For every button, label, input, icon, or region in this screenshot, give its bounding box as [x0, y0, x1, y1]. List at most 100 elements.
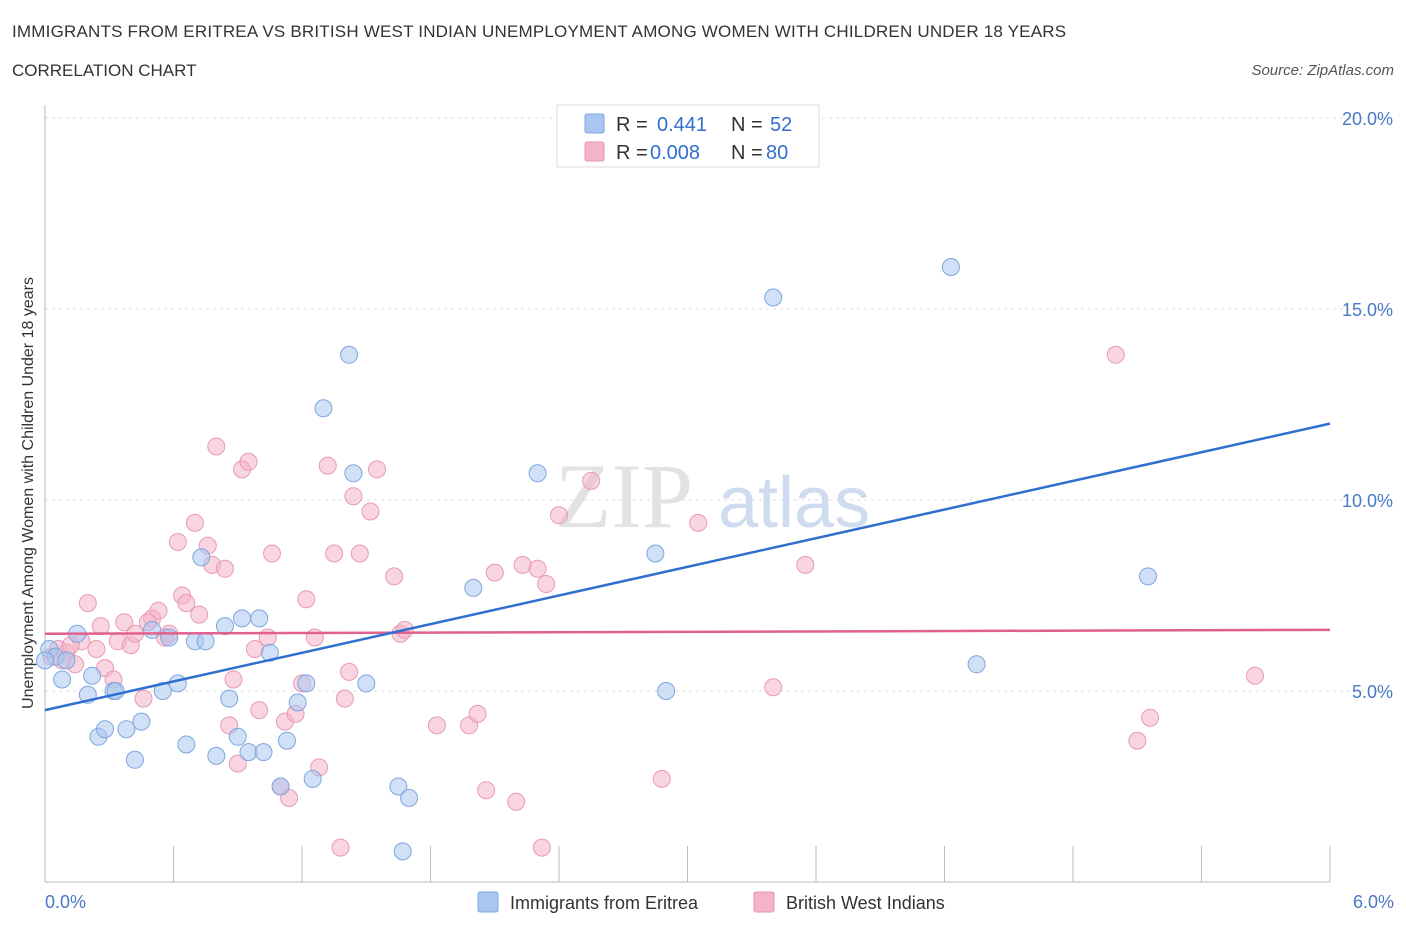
british-west-indians-point — [185, 513, 204, 532]
british-west-indians-point — [258, 628, 277, 647]
eritrea-point — [96, 720, 114, 739]
british-west-indians-point — [1106, 345, 1125, 364]
eritrea-point — [83, 666, 102, 685]
british-west-indians-point — [297, 590, 316, 609]
gridlines — [45, 117, 1394, 692]
eritrea-point — [228, 727, 247, 746]
y-tick-label: 15.0% — [1342, 300, 1393, 320]
british-west-indians-point — [78, 594, 97, 613]
british-west-indians-point — [582, 471, 601, 490]
british-west-indians-point — [1246, 666, 1264, 685]
british-west-indians-point — [134, 689, 153, 708]
eritrea-point — [657, 682, 676, 700]
british-west-indians-point — [652, 769, 671, 788]
british-west-indians-point — [239, 452, 258, 471]
eritrea-point — [36, 651, 54, 670]
eritrea-point — [764, 288, 783, 307]
watermark-zip: ZIP — [555, 445, 693, 547]
chart-subtitle: CORRELATION CHART — [12, 61, 197, 80]
eritrea-point — [132, 712, 151, 731]
british-west-indians-point — [305, 628, 324, 647]
british-west-indians-point — [318, 456, 337, 475]
eritrea-point — [207, 746, 226, 765]
x-tick-label-min: 0.0% — [45, 892, 86, 912]
eritrea-point — [177, 735, 196, 754]
british-west-indians-point — [224, 670, 243, 689]
eritrea-point — [303, 769, 322, 788]
eritrea-trendline — [44, 422, 1331, 712]
british-west-indians-point — [1141, 708, 1160, 727]
british-west-indians-point — [344, 487, 363, 506]
eritrea-point — [160, 628, 179, 647]
british-west-indians-point — [537, 575, 556, 593]
eritrea-point — [196, 632, 215, 651]
british-west-indians-point — [325, 544, 344, 563]
eritrea-point — [125, 750, 144, 769]
british-west-indians-point — [796, 555, 815, 574]
british-west-indians-point — [190, 605, 209, 624]
british-west-indians-point — [385, 567, 404, 586]
british-west-indians-point — [228, 754, 247, 773]
bottom-legend: Immigrants from Eritrea British West Ind… — [477, 891, 945, 913]
british-west-indians-point — [361, 502, 380, 521]
eritrea-point — [1139, 567, 1157, 586]
eritrea-point — [278, 731, 296, 750]
eritrea-point — [464, 578, 483, 597]
british-west-indians-point — [250, 701, 269, 720]
british-west-indians-point — [91, 617, 110, 636]
eritrea-point — [220, 689, 239, 708]
eritrea-point — [646, 544, 665, 563]
eritrea-point — [143, 620, 162, 639]
y-tick-labels: 5.0% 10.0% 15.0% 20.0% — [1342, 109, 1393, 702]
british-west-indians-point — [485, 563, 504, 582]
legend-swatch-eritrea — [584, 113, 605, 134]
y-tick-label: 10.0% — [1342, 491, 1393, 511]
eritrea-points — [36, 258, 1157, 861]
british-west-indians-point — [331, 838, 350, 857]
legend-r-label-1: R = — [616, 114, 648, 136]
legend-n-label-2: N = — [731, 142, 763, 164]
eritrea-point — [344, 464, 363, 483]
watermark: ZIP atlas — [555, 445, 870, 547]
british-west-indians-point — [335, 689, 354, 708]
y-tick-label: 20.0% — [1342, 109, 1393, 129]
legend-n-label-1: N = — [731, 114, 763, 136]
eritrea-point — [400, 789, 419, 807]
eritrea-point — [239, 743, 258, 762]
y-axis-label: Unemployment Among Women with Children U… — [20, 277, 37, 709]
british-west-indians-point — [350, 544, 369, 563]
bottom-legend-label-eritrea: Immigrants from Eritrea — [510, 893, 699, 913]
eritrea-point — [297, 674, 316, 693]
british-west-indians-point — [263, 544, 281, 563]
legend-n-value-2: 80 — [766, 142, 788, 164]
eritrea-point — [106, 682, 125, 700]
british-west-indians-point — [764, 678, 783, 697]
british-west-indians-point — [427, 716, 446, 735]
british-west-indians-point — [1128, 731, 1147, 750]
eritrea-point — [254, 743, 273, 762]
bottom-legend-label-british-west-indians: British West Indians — [786, 893, 945, 913]
bottom-legend-swatch-british-west-indians — [753, 891, 775, 913]
eritrea-point — [967, 655, 986, 674]
eritrea-point — [260, 643, 279, 662]
source-label: Source: ZipAtlas.com — [1251, 62, 1394, 79]
legend-r-label-2: R = — [616, 142, 648, 164]
british-west-indians-trendline — [44, 628, 1331, 635]
eritrea-point — [192, 548, 211, 567]
eritrea-point — [53, 670, 72, 689]
eritrea-point — [168, 674, 187, 693]
british-west-indians-point — [528, 559, 547, 578]
legend-swatch-british-west-indians — [584, 141, 605, 162]
eritrea-point — [233, 609, 251, 628]
eritrea-point — [288, 693, 307, 712]
british-west-indians-point — [550, 506, 568, 525]
british-west-indians-points — [42, 345, 1264, 857]
legend-r-value-1: 0.441 — [657, 114, 707, 136]
eritrea-point — [215, 617, 234, 636]
y-tick-label: 5.0% — [1352, 682, 1393, 702]
british-west-indians-point — [168, 533, 187, 551]
british-west-indians-point — [507, 792, 526, 811]
chart-title: IMMIGRANTS FROM ERITREA VS BRITISH WEST … — [12, 22, 1067, 41]
watermark-atlas: atlas — [718, 463, 870, 543]
